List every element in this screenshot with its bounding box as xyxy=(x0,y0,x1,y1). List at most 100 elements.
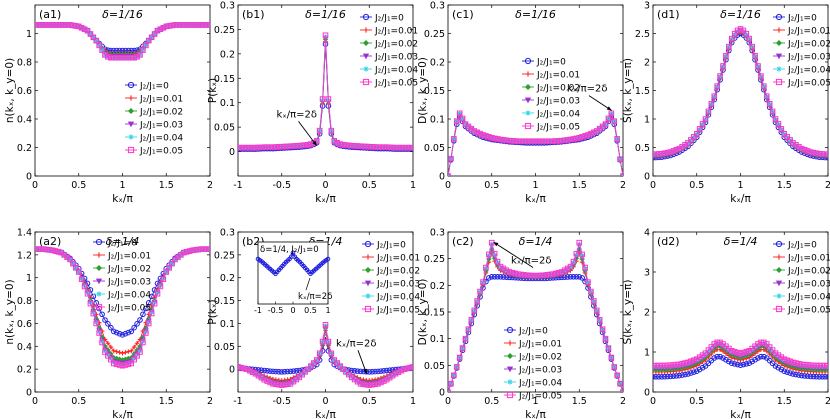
data-point xyxy=(599,326,606,333)
data-point xyxy=(151,300,158,307)
x-tick-label: 0 xyxy=(650,396,656,407)
data-point xyxy=(366,143,373,150)
data-point xyxy=(105,340,111,346)
x-tick-label: -0.5 xyxy=(272,396,291,407)
data-point xyxy=(810,373,817,380)
data-point xyxy=(656,362,662,369)
data-point xyxy=(456,354,463,361)
data-point xyxy=(55,249,62,255)
legend-label: J₂/J₁=0.03 xyxy=(787,280,830,290)
data-point xyxy=(38,22,44,28)
data-point xyxy=(661,150,668,156)
data-point xyxy=(35,22,41,28)
x-tick-label: -1 xyxy=(233,180,242,191)
data-point xyxy=(547,272,553,278)
data-point xyxy=(781,131,788,137)
legend-label: J₂/J₁=0.05 xyxy=(107,304,151,314)
panel-c1: 0 0.5 1 1.5 2 0 0.05 0.1 0.15 0.2 0.25 0.3 kₓ/π D(kₓ,… xyxy=(417,1,626,206)
data-point xyxy=(734,349,741,356)
data-point xyxy=(287,368,294,375)
y-tick-label: 0.1 xyxy=(430,115,445,126)
data-point xyxy=(573,250,580,257)
data-point xyxy=(676,361,683,368)
data-point xyxy=(737,26,744,32)
data-point xyxy=(261,376,268,383)
data-point xyxy=(614,136,620,142)
legend-marker xyxy=(362,39,370,47)
data-point xyxy=(290,143,297,149)
data-point xyxy=(802,148,807,153)
data-point xyxy=(790,141,796,146)
legend-marker xyxy=(127,121,135,128)
legend-marker xyxy=(776,27,782,33)
data-point xyxy=(608,110,615,117)
data-point xyxy=(538,138,545,145)
data-point xyxy=(108,54,114,61)
data-point xyxy=(781,356,788,362)
data-point xyxy=(717,341,723,346)
data-point xyxy=(758,353,764,360)
annotation-text: kₓ/π=2δ xyxy=(277,109,317,120)
data-point xyxy=(735,351,740,357)
data-point xyxy=(328,350,335,357)
legend-label: J₂/J₁=0.04 xyxy=(787,66,830,76)
data-point xyxy=(35,246,41,252)
data-point xyxy=(576,135,583,141)
data-point xyxy=(375,380,381,387)
data-point xyxy=(105,353,111,359)
data-point xyxy=(801,361,808,368)
y-tick-label: 0.6 xyxy=(17,319,32,330)
data-point xyxy=(544,273,550,278)
data-point xyxy=(798,145,805,152)
data-point xyxy=(656,151,662,157)
data-point xyxy=(568,264,573,270)
legend-marker xyxy=(127,146,135,154)
data-point xyxy=(656,364,662,370)
data-point xyxy=(726,358,732,365)
data-point xyxy=(346,142,352,149)
data-point xyxy=(366,382,373,388)
data-point xyxy=(731,361,738,367)
data-point xyxy=(131,356,137,363)
series-line xyxy=(653,342,828,366)
data-point xyxy=(334,360,340,366)
data-point xyxy=(35,246,38,252)
data-point xyxy=(35,22,38,28)
data-point xyxy=(585,133,591,138)
data-point xyxy=(781,368,788,375)
data-point xyxy=(284,381,291,388)
data-point xyxy=(410,144,413,151)
data-point xyxy=(357,380,364,387)
data-point xyxy=(743,30,750,37)
data-point xyxy=(565,266,570,272)
legend-label: J₂/J₁=0 xyxy=(787,241,817,251)
legend-label: J₂/J₁=0.04 xyxy=(376,293,420,303)
data-point xyxy=(656,152,662,157)
data-point xyxy=(532,138,539,145)
legend: J₂/J₁=0 J₂/J₁=0.01 J₂/J₁=0.02 J₂/J₁=0.03 J₂/… xyxy=(773,241,830,316)
series-d2-4 xyxy=(653,341,828,370)
data-point xyxy=(488,135,495,141)
inset-frame xyxy=(257,241,329,305)
data-point xyxy=(758,73,764,79)
x-tick-label: 1 xyxy=(119,396,125,407)
x-axis-label: kₓ/π xyxy=(315,409,336,419)
data-point xyxy=(603,122,608,127)
data-point xyxy=(122,362,129,368)
data-point xyxy=(685,361,691,366)
data-point xyxy=(264,378,270,384)
data-point xyxy=(183,249,190,255)
data-point xyxy=(696,366,703,373)
data-point xyxy=(383,367,390,374)
data-point xyxy=(558,137,565,144)
data-point xyxy=(804,362,811,368)
data-point xyxy=(594,129,600,134)
data-point xyxy=(697,356,702,361)
legend-label: J₂/J₁=0.01 xyxy=(107,252,151,262)
data-point xyxy=(128,328,135,335)
data-point xyxy=(778,366,785,373)
data-point xyxy=(685,371,691,377)
data-point xyxy=(448,155,454,162)
data-point xyxy=(120,350,125,356)
